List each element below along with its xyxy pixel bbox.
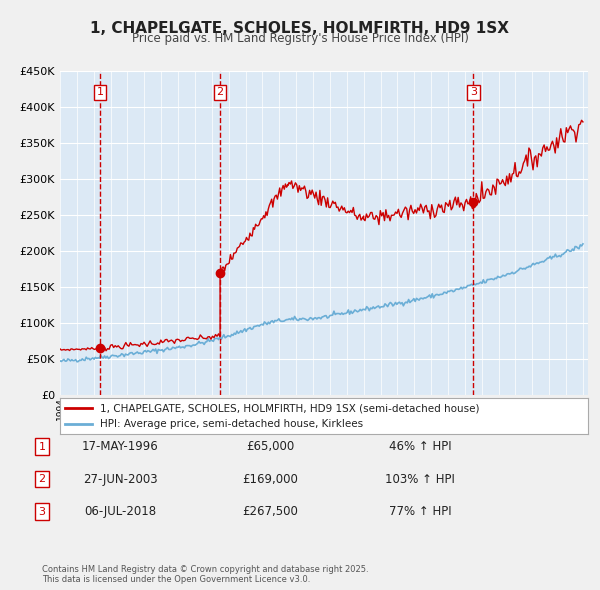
Text: 103% ↑ HPI: 103% ↑ HPI xyxy=(385,473,455,486)
Text: 1, CHAPELGATE, SCHOLES, HOLMFIRTH, HD9 1SX: 1, CHAPELGATE, SCHOLES, HOLMFIRTH, HD9 1… xyxy=(91,21,509,35)
Text: £169,000: £169,000 xyxy=(242,473,298,486)
Text: 3: 3 xyxy=(470,87,477,97)
Text: 27-JUN-2003: 27-JUN-2003 xyxy=(83,473,157,486)
Text: 2: 2 xyxy=(38,474,46,484)
Text: 46% ↑ HPI: 46% ↑ HPI xyxy=(389,440,451,453)
Text: 1: 1 xyxy=(97,87,103,97)
Text: 77% ↑ HPI: 77% ↑ HPI xyxy=(389,505,451,518)
Text: £267,500: £267,500 xyxy=(242,505,298,518)
Text: 1: 1 xyxy=(38,442,46,451)
Text: 1, CHAPELGATE, SCHOLES, HOLMFIRTH, HD9 1SX (semi-detached house): 1, CHAPELGATE, SCHOLES, HOLMFIRTH, HD9 1… xyxy=(100,403,479,413)
Text: HPI: Average price, semi-detached house, Kirklees: HPI: Average price, semi-detached house,… xyxy=(100,419,363,429)
Text: 3: 3 xyxy=(38,507,46,516)
Text: Contains HM Land Registry data © Crown copyright and database right 2025.
This d: Contains HM Land Registry data © Crown c… xyxy=(42,565,368,584)
Text: 17-MAY-1996: 17-MAY-1996 xyxy=(82,440,158,453)
Text: Price paid vs. HM Land Registry's House Price Index (HPI): Price paid vs. HM Land Registry's House … xyxy=(131,32,469,45)
Text: 06-JUL-2018: 06-JUL-2018 xyxy=(84,505,156,518)
Text: 2: 2 xyxy=(217,87,224,97)
Text: £65,000: £65,000 xyxy=(246,440,294,453)
